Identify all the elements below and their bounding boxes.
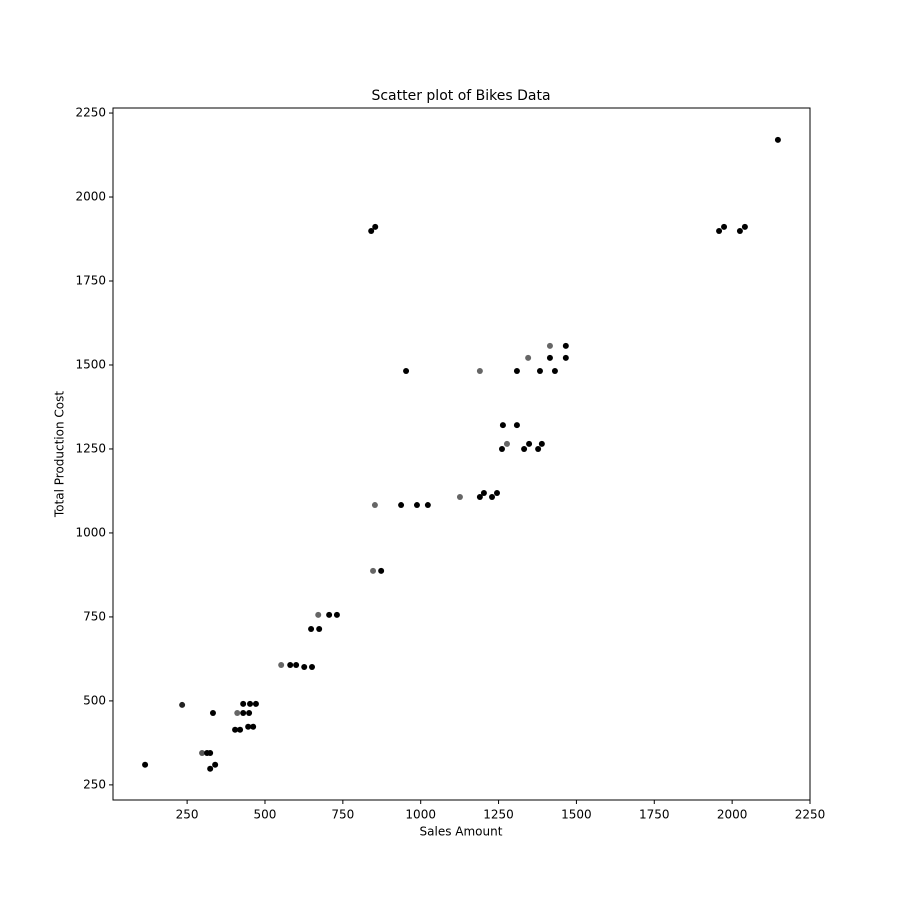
point	[546, 342, 553, 349]
point	[562, 354, 569, 361]
point	[456, 493, 463, 500]
x-tick-label: 2250	[795, 808, 826, 822]
point	[499, 422, 506, 429]
chart-title: Scatter plot of Bikes Data	[371, 88, 550, 104]
point	[237, 726, 244, 733]
point	[498, 445, 505, 452]
point	[245, 723, 252, 730]
y-tick-label: 2250	[75, 106, 106, 120]
point	[234, 709, 241, 716]
point	[333, 611, 340, 618]
point	[207, 765, 214, 772]
point	[489, 493, 496, 500]
point	[536, 368, 543, 375]
point	[526, 440, 533, 447]
point	[212, 761, 219, 768]
point	[308, 626, 315, 633]
y-tick-label: 1500	[75, 357, 106, 371]
x-tick-label: 2000	[717, 808, 748, 822]
point	[247, 700, 254, 707]
x-tick-label: 500	[254, 808, 277, 822]
y-tick-label: 250	[83, 777, 106, 791]
point	[293, 661, 300, 668]
point	[480, 489, 487, 496]
point	[372, 223, 379, 230]
point	[371, 502, 378, 509]
point	[370, 567, 377, 574]
point	[309, 663, 316, 670]
point	[716, 227, 723, 234]
point	[513, 368, 520, 375]
point	[246, 709, 253, 716]
x-tick-label: 1750	[639, 808, 670, 822]
point	[287, 661, 294, 668]
x-tick-label: 250	[176, 808, 199, 822]
point	[278, 661, 285, 668]
point	[398, 502, 405, 509]
point	[252, 700, 259, 707]
point	[378, 567, 385, 574]
point	[521, 445, 528, 452]
x-tick-label: 750	[331, 808, 354, 822]
point	[403, 368, 410, 375]
point	[315, 611, 322, 618]
plot-frame	[112, 107, 811, 801]
point	[301, 663, 308, 670]
point	[476, 493, 483, 500]
point	[424, 502, 431, 509]
y-tick-label: 750	[83, 609, 106, 623]
point	[551, 368, 558, 375]
y-tick-label: 1750	[75, 274, 106, 288]
point	[741, 223, 748, 230]
point	[413, 502, 420, 509]
y-tick-label: 500	[83, 693, 106, 707]
point	[368, 227, 375, 234]
point	[525, 354, 532, 361]
point	[721, 223, 728, 230]
y-tick-label: 1250	[75, 441, 106, 455]
point	[736, 227, 743, 234]
point	[316, 626, 323, 633]
point	[209, 709, 216, 716]
y-tick-label: 2000	[75, 190, 106, 204]
point	[142, 761, 149, 768]
point	[562, 342, 569, 349]
point	[494, 489, 501, 496]
point	[179, 701, 186, 708]
point	[513, 422, 520, 429]
x-tick-label: 1500	[561, 808, 592, 822]
point	[232, 726, 239, 733]
point	[503, 440, 510, 447]
x-tick-label: 1250	[483, 808, 514, 822]
y-tick-label: 1000	[75, 525, 106, 539]
point	[326, 611, 333, 618]
point	[535, 445, 542, 452]
point	[546, 354, 553, 361]
point	[250, 723, 257, 730]
point	[538, 440, 545, 447]
x-axis-label: Sales Amount	[420, 825, 503, 839]
point	[774, 136, 781, 143]
y-axis-label: Total Production Cost	[53, 391, 67, 518]
point	[240, 700, 247, 707]
x-tick-label: 1000	[405, 808, 436, 822]
point	[207, 749, 214, 756]
point	[476, 368, 483, 375]
point	[240, 709, 247, 716]
point	[199, 749, 206, 756]
